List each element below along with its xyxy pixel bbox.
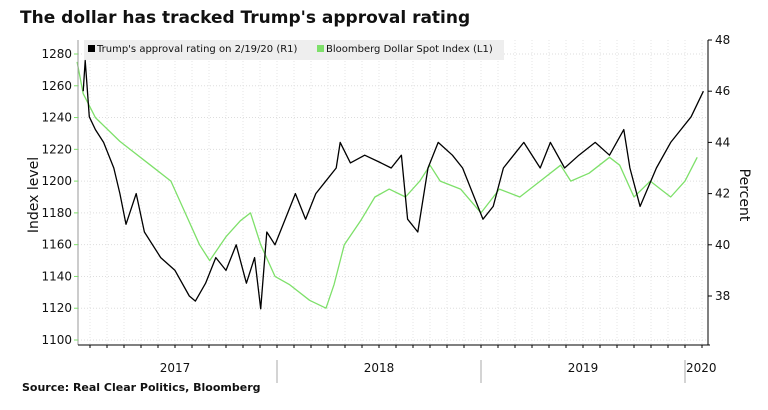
right-tick-label: 48 [715,33,730,47]
legend: Trump's approval rating on 2/19/20 (R1) … [88,44,493,55]
legend-swatch-dollar [317,45,324,52]
chart-title: The dollar has tracked Trump's approval … [20,8,471,28]
right-axis-label: Percent [736,169,752,222]
legend-label-approval: Trump's approval rating on 2/19/20 (R1) [96,44,298,55]
left-tick-label: 1260 [41,79,72,93]
left-tick-label: 1200 [41,174,72,188]
chart-source: Source: Real Clear Politics, Bloomberg [22,381,261,394]
right-tick-label: 40 [715,238,730,252]
approval-rating-line [82,59,704,310]
plot-area [78,40,708,345]
left-tick-label: 1140 [41,269,72,283]
right-tick-label: 46 [715,84,730,98]
axes-labels: 1100 1120 1140 1160 1180 1200 1220 1240 1260 1280… [41,33,730,383]
left-tick-label: 1220 [41,142,72,156]
left-tick-label: 1240 [41,111,72,125]
series-group [76,59,704,310]
x-tick-label: 2019 [568,361,599,375]
left-tick-label: 1280 [41,47,72,61]
x-tick-label: 2017 [160,361,191,375]
left-tick-label: 1120 [41,301,72,315]
dollar-index-line [76,61,698,309]
legend-label-dollar: Bloomberg Dollar Spot Index (L1) [326,44,493,55]
x-tick-label: 2018 [364,361,395,375]
right-tick-label: 42 [715,187,730,201]
x-tick-label: 2020 [686,361,717,375]
left-tick-label: 1100 [41,333,72,347]
left-tick-label: 1180 [41,206,72,220]
left-tick-label: 1160 [41,238,72,252]
legend-background [84,40,504,60]
left-axis-label: Index level [26,157,42,233]
legend-swatch-approval [88,45,95,52]
right-tick-label: 38 [715,289,730,303]
right-tick-label: 44 [715,135,730,149]
